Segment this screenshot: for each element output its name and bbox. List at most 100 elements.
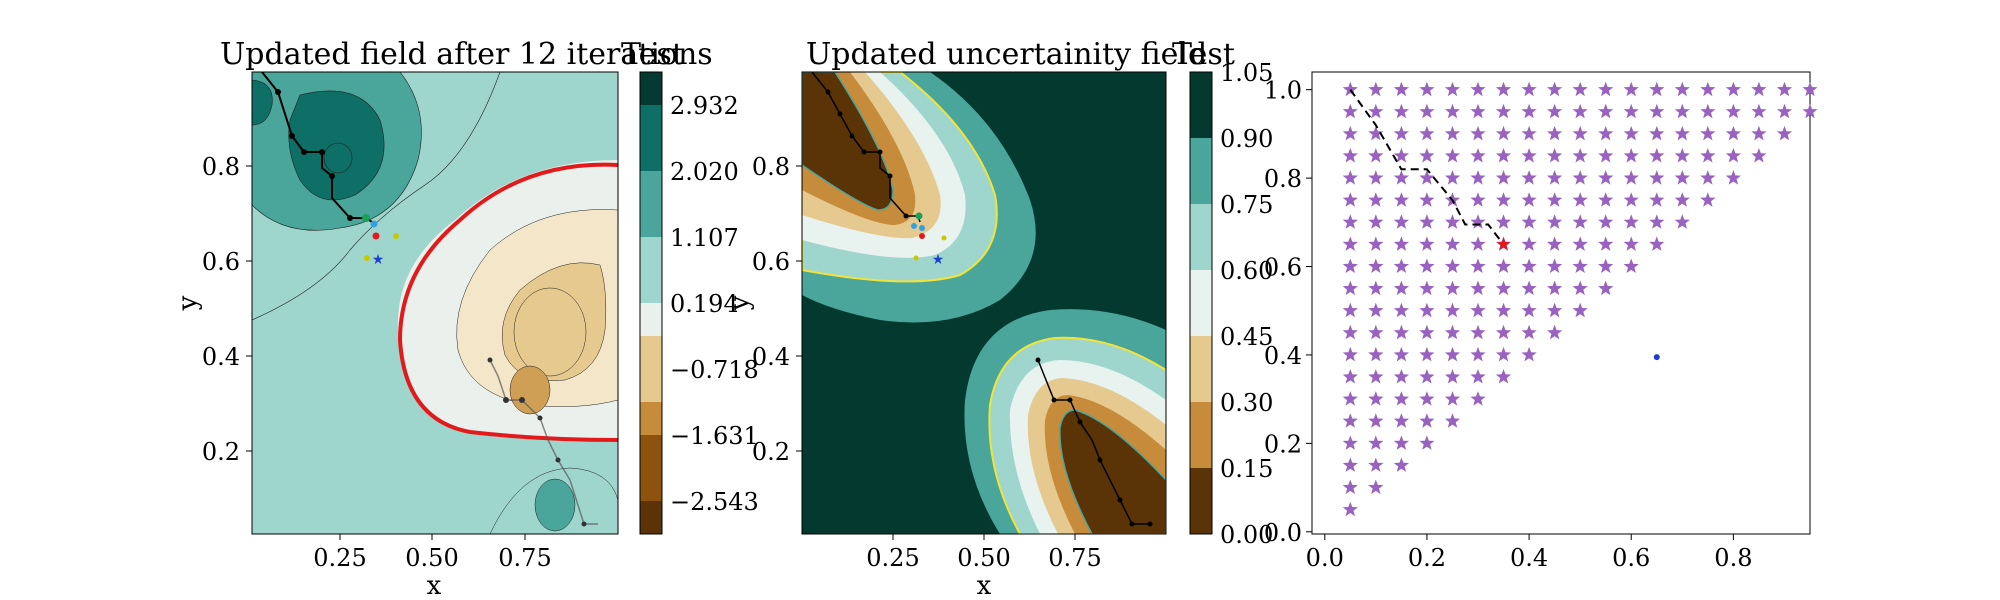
candidate-star bbox=[1393, 81, 1409, 97]
candidate-star bbox=[1342, 413, 1358, 428]
candidate-star bbox=[1342, 346, 1358, 362]
candidate-star bbox=[1547, 280, 1563, 296]
candidate-star bbox=[1419, 125, 1435, 141]
candidate-star bbox=[1547, 214, 1563, 229]
candidate-star bbox=[1649, 81, 1665, 97]
candidate-star bbox=[1419, 258, 1435, 273]
candidate-star bbox=[1419, 302, 1435, 318]
candidate-star bbox=[1649, 125, 1665, 141]
candidate-star bbox=[1802, 103, 1818, 119]
candidate-star bbox=[1444, 324, 1461, 340]
panel3-marks bbox=[1496, 237, 1660, 361]
x-tick-label: 0.25 bbox=[866, 544, 919, 572]
candidate-star bbox=[1444, 258, 1461, 273]
candidate-star bbox=[1495, 258, 1512, 273]
candidate-star bbox=[1674, 125, 1690, 141]
panel2-colorbar-label: Test bbox=[1172, 37, 1235, 72]
colorbar-tick-label: 0.194 bbox=[670, 290, 739, 318]
x-tick-label: 0.75 bbox=[1048, 544, 1101, 572]
candidate-star bbox=[1393, 103, 1409, 119]
path-line bbox=[1349, 89, 1505, 246]
candidate-star bbox=[1368, 280, 1384, 296]
candidate-star bbox=[1598, 214, 1614, 229]
candidate-star bbox=[1444, 369, 1461, 384]
candidate-star bbox=[1419, 192, 1435, 207]
candidate-star bbox=[1700, 148, 1716, 163]
candidate-star bbox=[1368, 369, 1384, 384]
panel2-x-label: x bbox=[977, 571, 992, 600]
candidate-star bbox=[1393, 125, 1409, 141]
candidate-star bbox=[1368, 413, 1384, 428]
panel1-y-ticks: 0.2 0.4 0.6 0.8 bbox=[202, 153, 252, 466]
candidate-star bbox=[1470, 369, 1486, 384]
candidate-star bbox=[1572, 170, 1588, 185]
panel1-y-label: y bbox=[173, 295, 203, 311]
candidate-star bbox=[1623, 214, 1639, 229]
candidate-star bbox=[1725, 81, 1741, 97]
candidate-star bbox=[1368, 148, 1384, 163]
y-tick-label: 0.4 bbox=[752, 343, 790, 371]
candidate-star bbox=[1495, 324, 1512, 340]
colorbar-tick-label: −0.718 bbox=[670, 356, 759, 384]
candidate-star bbox=[1393, 192, 1409, 207]
candidate-star bbox=[1674, 103, 1690, 119]
y-tick-label: 0.2 bbox=[202, 438, 240, 466]
candidate-star bbox=[1521, 346, 1537, 362]
candidate-star bbox=[1368, 346, 1384, 362]
candidate-star bbox=[1495, 103, 1512, 119]
candidate-star bbox=[1342, 125, 1358, 141]
candidate-star bbox=[1470, 280, 1486, 296]
panel1-x-label: x bbox=[427, 571, 442, 600]
candidate-star bbox=[1598, 170, 1614, 185]
candidate-star bbox=[1649, 103, 1665, 119]
other-point bbox=[1653, 354, 1660, 361]
svg-text:★: ★ bbox=[372, 252, 385, 268]
candidate-star bbox=[1470, 170, 1486, 185]
candidate-star bbox=[1342, 258, 1358, 273]
candidate-star bbox=[1598, 280, 1614, 296]
candidate-star bbox=[1419, 391, 1435, 406]
panel-candidates: 0.0 0.2 0.4 0.6 0.8 0.0 0.2 0.4 0.6 0.8 1.0 bbox=[1264, 71, 1818, 572]
candidate-star bbox=[1572, 214, 1588, 229]
candidate-star bbox=[1674, 148, 1690, 163]
candidate-star bbox=[1700, 170, 1716, 185]
candidate-star bbox=[1623, 170, 1639, 185]
candidate-star bbox=[1393, 148, 1409, 163]
panel3-axes bbox=[1311, 71, 1811, 535]
panel1-title: Updated field after 12 iterations bbox=[220, 37, 713, 72]
candidate-star bbox=[1368, 103, 1384, 119]
candidate-star bbox=[1342, 457, 1358, 472]
x-tick-label: 0.8 bbox=[1714, 544, 1752, 572]
candidate-star bbox=[1495, 369, 1512, 384]
candidate-star bbox=[1444, 280, 1461, 296]
candidate-star bbox=[1342, 280, 1358, 296]
candidate-star bbox=[1649, 192, 1665, 207]
candidate-star bbox=[1419, 435, 1435, 450]
colorbar-tick-label: 0.45 bbox=[1220, 323, 1273, 351]
candidate-star bbox=[1572, 103, 1588, 119]
candidate-star bbox=[1725, 170, 1741, 185]
y-tick-label: 0.6 bbox=[202, 248, 240, 276]
candidate-star bbox=[1751, 148, 1767, 163]
y-tick-label: 1.0 bbox=[1264, 77, 1302, 105]
candidate-star bbox=[1342, 192, 1358, 207]
panel1-colorbar: 2.932 2.020 1.107 0.194 −0.718 −1.631 −2… bbox=[639, 71, 759, 535]
candidate-star bbox=[1419, 346, 1435, 362]
y-tick-label: 0.2 bbox=[1264, 430, 1302, 458]
candidate-star bbox=[1521, 192, 1537, 207]
panel2-title: Updated uncertainity field bbox=[806, 37, 1207, 72]
candidate-star bbox=[1598, 192, 1614, 207]
candidate-star bbox=[1419, 148, 1435, 163]
candidate-star bbox=[1547, 236, 1563, 251]
candidate-star bbox=[1419, 81, 1435, 97]
candidate-star bbox=[1393, 214, 1409, 229]
panel2-y-ticks: 0.2 0.4 0.6 0.8 bbox=[752, 153, 802, 466]
candidate-star bbox=[1598, 258, 1614, 273]
candidate-star bbox=[1470, 148, 1486, 163]
candidate-star bbox=[1342, 391, 1358, 406]
panel1-x-ticks: 0.25 0.50 0.75 bbox=[313, 534, 552, 572]
candidate-star bbox=[1547, 258, 1563, 273]
candidate-star bbox=[1342, 324, 1358, 340]
candidate-star bbox=[1623, 103, 1639, 119]
